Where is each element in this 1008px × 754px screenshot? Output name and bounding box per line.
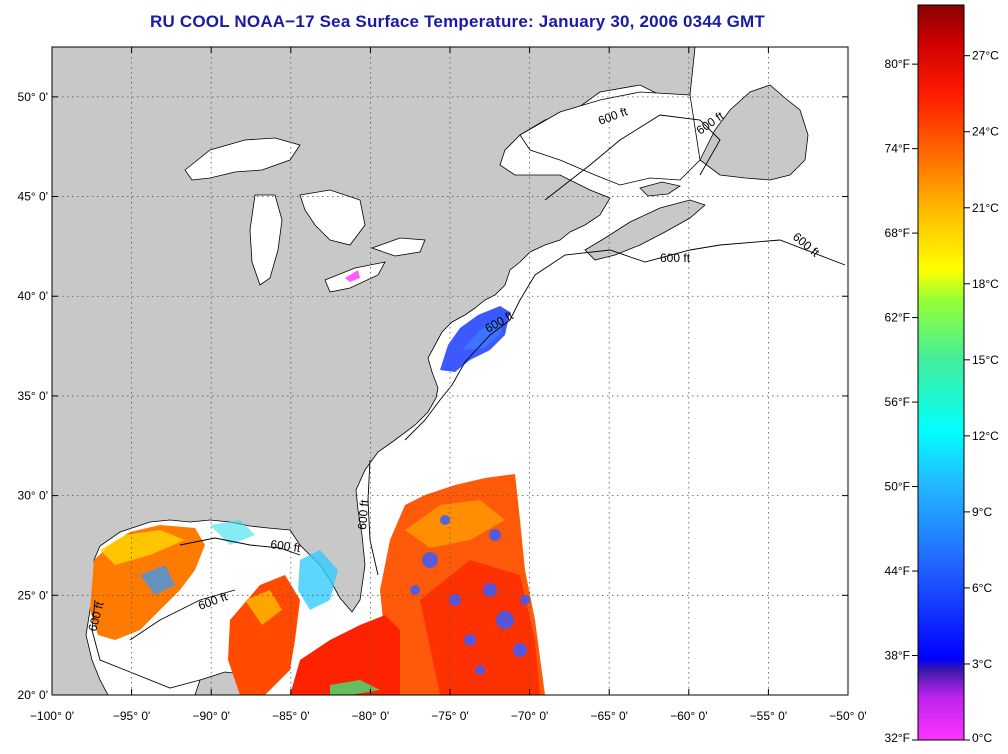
colorbar-f-label: 32°F xyxy=(885,731,910,745)
contour-label-scotian-shelf: 600 ft xyxy=(660,251,691,265)
colorbar-c-label: 3°C xyxy=(972,657,992,671)
lat-tick-label: 25° 0' xyxy=(18,588,48,602)
colorbar-c-label: 27°C xyxy=(972,49,999,63)
colorbar-celsius-labels: 27°C 24°C 21°C 18°C 15°C 12°C 9°C 6°C 3°C 0°C xyxy=(964,49,999,745)
lon-tick-label: −65° 0' xyxy=(590,709,627,723)
sst-florida-straits xyxy=(290,615,400,695)
gulf-of-st-lawrence xyxy=(519,91,701,186)
sst-gulf-west-yellow xyxy=(100,530,185,565)
lake-ontario xyxy=(370,237,426,257)
colorbar-f-label: 80°F xyxy=(885,57,910,71)
nova-scotia-land xyxy=(584,199,706,261)
colorbar-f-label: 44°F xyxy=(885,564,910,578)
colorbar-fahrenheit-labels: 80°F 74°F 68°F 62°F 56°F 50°F 44°F 38°F 32°F xyxy=(885,57,918,745)
colorbar-f-label: 68°F xyxy=(885,226,910,240)
colorbar-c-label: 15°C xyxy=(972,353,999,367)
lon-tick-label: −100° 0' xyxy=(30,709,74,723)
sst-atlantic-warm-core xyxy=(420,560,540,695)
newfoundland-land xyxy=(699,84,809,181)
colorbar-c-label: 9°C xyxy=(972,505,992,519)
lon-tick-label: −70° 0' xyxy=(511,709,548,723)
map-title: RU COOL NOAA−17 Sea Surface Temperature:… xyxy=(150,12,765,31)
lat-tick-label: 45° 0' xyxy=(18,190,48,204)
lake-superior xyxy=(184,137,301,181)
lat-tick-label: 35° 0' xyxy=(18,389,48,403)
lon-tick-label: −55° 0' xyxy=(750,709,787,723)
colorbar-f-label: 74°F xyxy=(885,142,910,156)
colorbar-c-label: 0°C xyxy=(972,731,992,745)
lat-tick-label: 20° 0' xyxy=(18,688,48,702)
lake-huron xyxy=(299,189,366,246)
colorbar-c-label: 12°C xyxy=(972,429,999,443)
latitude-axis: 20° 0' 25° 0' 30° 0' 35° 0' 40° 0' 45° 0' 50° … xyxy=(18,90,848,702)
contour-label-florida-east: 600 ft xyxy=(355,498,372,530)
longitude-axis: −100° 0' −95° 0' −90° 0' −85° 0' −80° 0' −75°… xyxy=(30,47,867,723)
lon-tick-label: −90° 0' xyxy=(192,709,229,723)
sst-color-bar xyxy=(917,4,965,741)
sst-gulf-north-cool xyxy=(210,520,255,545)
colorbar-f-label: 62°F xyxy=(885,311,910,325)
sst-gulf-central-yellow xyxy=(245,590,282,625)
pei-land xyxy=(639,181,682,197)
lon-tick-label: −85° 0' xyxy=(272,709,309,723)
colorbar-c-label: 18°C xyxy=(972,277,999,291)
colorbar-c-label: 24°C xyxy=(972,125,999,139)
lat-lon-grid xyxy=(52,47,848,695)
lon-tick-label: −80° 0' xyxy=(352,709,389,723)
sst-cloud-speckles xyxy=(410,515,530,675)
sst-mid-atlantic-core xyxy=(462,318,502,350)
lat-tick-label: 30° 0' xyxy=(18,489,48,503)
north-america-land xyxy=(52,47,696,695)
lon-tick-label: −50° 0' xyxy=(829,709,866,723)
lat-tick-label: 40° 0' xyxy=(18,289,48,303)
isobath-600ft xyxy=(91,114,846,689)
colorbar-c-label: 6°C xyxy=(972,581,992,595)
lon-tick-label: −95° 0' xyxy=(113,709,150,723)
lon-tick-label: −75° 0' xyxy=(431,709,468,723)
colorbar-f-label: 50°F xyxy=(885,480,910,494)
contour-label-gulf-north: 600 ft xyxy=(270,537,302,555)
colorbar-f-label: 56°F xyxy=(885,395,910,409)
sst-atlantic-orange xyxy=(405,500,505,548)
colorbar-c-label: 21°C xyxy=(972,201,999,215)
sst-gulf-central xyxy=(228,575,300,695)
colorbar-f-label: 38°F xyxy=(885,649,910,663)
sst-gulf-west-blue xyxy=(140,565,175,595)
lat-tick-label: 50° 0' xyxy=(18,90,48,104)
lon-tick-label: −60° 0' xyxy=(670,709,707,723)
sst-cuba-coast xyxy=(330,680,380,695)
sst-lake-erie-patch xyxy=(345,270,360,282)
lake-michigan xyxy=(249,194,283,286)
